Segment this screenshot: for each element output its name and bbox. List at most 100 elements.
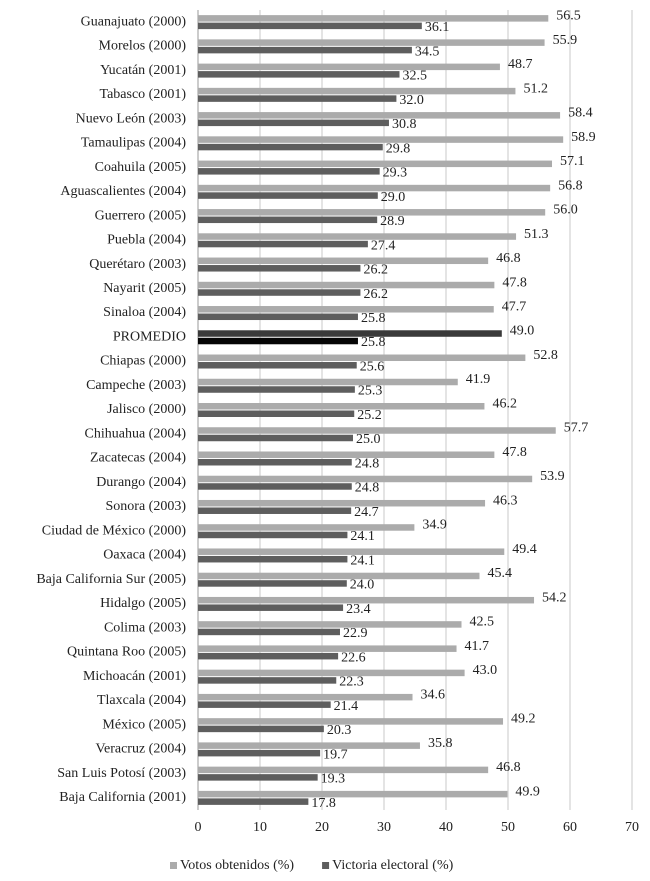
bar — [198, 774, 318, 781]
value-label: 27.4 — [371, 238, 396, 253]
bar — [198, 233, 517, 240]
value-label: 49.9 — [515, 784, 540, 799]
bar — [198, 386, 355, 393]
value-label: 49.4 — [512, 542, 537, 557]
bar — [198, 362, 357, 369]
bar — [198, 378, 458, 386]
value-label: 25.8 — [361, 335, 386, 350]
bar — [198, 718, 504, 725]
bar — [198, 15, 549, 22]
value-label: 41.7 — [465, 639, 490, 654]
x-tick-label: 50 — [501, 820, 515, 835]
y-tick-label: Chihuahua (2004) — [85, 426, 187, 441]
value-label: 24.1 — [350, 553, 375, 568]
bar — [198, 22, 422, 30]
bar — [198, 621, 462, 628]
value-label: 22.3 — [339, 675, 364, 690]
value-label: 24.1 — [350, 529, 375, 544]
value-label: 26.2 — [363, 287, 388, 302]
bar — [198, 337, 358, 345]
value-label: 54.2 — [542, 590, 567, 605]
bar — [198, 596, 535, 604]
bar — [198, 354, 526, 362]
value-label: 58.9 — [571, 130, 596, 145]
value-label: 57.1 — [560, 154, 585, 169]
bar — [198, 693, 413, 701]
value-label: 25.0 — [356, 432, 381, 447]
value-label: 56.5 — [556, 9, 581, 24]
y-tick-label: Jalisco (2000) — [107, 402, 186, 417]
value-label: 47.8 — [502, 445, 527, 460]
value-label: 34.6 — [421, 687, 446, 702]
value-label: 51.3 — [524, 227, 549, 242]
value-label: 30.8 — [392, 117, 417, 132]
bar — [198, 289, 361, 296]
bar — [198, 160, 553, 168]
bar — [198, 240, 368, 248]
value-label: 49.2 — [511, 712, 536, 727]
y-tick-label: Durango (2004) — [96, 475, 186, 490]
value-label: 41.9 — [466, 372, 491, 387]
value-label: 48.7 — [508, 57, 533, 72]
y-tick-label: Guanajuato (2000) — [81, 14, 187, 29]
bar — [198, 677, 337, 684]
bar — [198, 749, 321, 757]
bar — [198, 475, 533, 483]
y-tick-label: Zacatecas (2004) — [90, 451, 186, 466]
bar — [198, 257, 489, 265]
bar — [198, 330, 502, 337]
bar — [198, 701, 331, 708]
legend-swatch — [322, 862, 330, 869]
value-label: 24.8 — [355, 481, 380, 496]
x-tick-label: 60 — [563, 820, 577, 835]
y-tick-label: Sonora (2003) — [106, 499, 187, 514]
legend-label: Victoria electoral (%) — [332, 858, 454, 873]
x-tick-label: 20 — [315, 820, 329, 835]
y-tick-label: San Luis Potosí (2003) — [57, 766, 186, 781]
y-tick-label: Quintana Roo (2005) — [67, 645, 186, 660]
bar — [198, 507, 352, 514]
value-label: 32.0 — [399, 93, 424, 108]
value-label: 47.7 — [502, 299, 527, 314]
value-label: 21.4 — [334, 699, 359, 714]
y-tick-label: Aguascalientes (2004) — [60, 184, 186, 199]
value-label: 26.2 — [363, 263, 388, 278]
bar — [198, 483, 352, 490]
y-tick-label: Oaxaca (2004) — [103, 548, 186, 563]
y-tick-label: Michoacán (2001) — [83, 669, 186, 684]
value-label: 45.4 — [487, 566, 512, 581]
y-tick-label: Nuevo León (2003) — [76, 111, 187, 126]
bar — [198, 427, 556, 434]
bar — [198, 143, 383, 151]
bar — [198, 604, 344, 611]
value-label: 46.3 — [493, 493, 518, 508]
bar — [198, 410, 355, 417]
bar — [198, 39, 545, 46]
value-label: 58.4 — [568, 106, 593, 121]
bar — [198, 216, 378, 224]
bar — [198, 209, 546, 216]
x-tick-label: 10 — [253, 820, 267, 835]
value-label: 43.0 — [473, 663, 498, 678]
bar — [198, 652, 339, 660]
y-tick-label: Chiapas (2000) — [100, 354, 186, 369]
y-tick-label: Baja California (2001) — [59, 790, 186, 805]
y-tick-label: Veracruz (2004) — [95, 742, 186, 757]
bar — [198, 524, 415, 531]
value-label: 46.8 — [496, 251, 521, 266]
bar — [198, 725, 324, 733]
value-label: 25.2 — [357, 408, 382, 423]
value-label: 24.8 — [355, 456, 380, 471]
legend-label: Votos obtenidos (%) — [180, 858, 294, 873]
bar — [198, 63, 500, 71]
value-label: 46.2 — [492, 396, 517, 411]
bar — [198, 112, 561, 119]
bar — [198, 281, 495, 289]
bar — [198, 669, 465, 677]
y-tick-label: Tlaxcala (2004) — [97, 693, 186, 708]
bar — [198, 136, 564, 143]
value-label: 34.9 — [422, 518, 447, 533]
bar — [198, 766, 489, 774]
y-tick-label: Hidalgo (2005) — [100, 596, 186, 611]
bar — [198, 548, 505, 555]
